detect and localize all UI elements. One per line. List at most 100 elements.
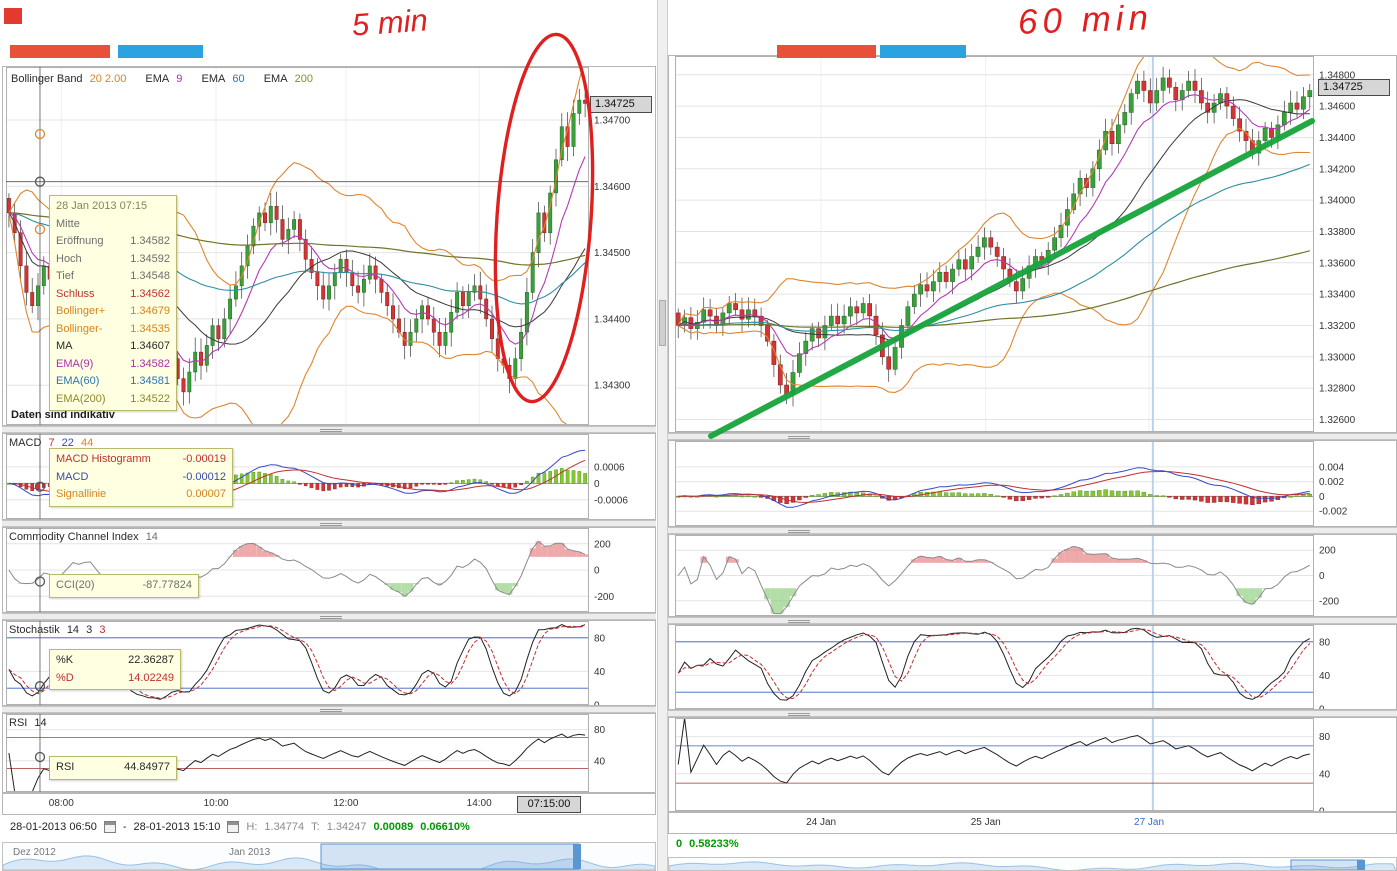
candle-down [1007, 268, 1013, 282]
candle-down [30, 292, 35, 306]
axis-tick-label: 0 [1319, 705, 1325, 710]
plot-border [675, 718, 1314, 811]
panel-splitter[interactable] [2, 426, 656, 433]
macd-hist-bar [565, 469, 570, 484]
candle-up [36, 285, 40, 306]
splitter-grip-icon[interactable] [788, 529, 810, 533]
overview-selection-range[interactable] [1290, 859, 1364, 870]
macd-hist-bar [525, 480, 529, 484]
price-tick-label: 1.33800 [1319, 227, 1356, 238]
price-tick-label: 1.34300 [594, 381, 631, 392]
axis-tick-label: 0.002 [1319, 477, 1344, 488]
splitter-grip-icon[interactable] [320, 428, 342, 432]
cci-overbought-fill [1051, 558, 1058, 563]
macd-hist-bar [1262, 496, 1268, 503]
macd-hist-bar [280, 479, 285, 484]
panel-splitter[interactable] [668, 617, 1397, 624]
cci-overbought-fill [1064, 549, 1071, 563]
candle-up [41, 265, 46, 287]
tab-right-blue[interactable] [880, 45, 966, 58]
overview-selection-range[interactable] [320, 843, 580, 870]
macd-panel-60min[interactable]: 0.004 0.002 0 -0.002 [668, 440, 1397, 527]
time-axis-60min[interactable]: 24 Jan 25 Jan 27 Jan [668, 812, 1397, 834]
candle-down [988, 237, 994, 248]
panel-splitter[interactable] [2, 613, 656, 620]
rsi-panel-5min[interactable]: 80 40 RSI 14 RSI 44.84977 [2, 713, 656, 793]
calendar-icon[interactable] [103, 821, 116, 833]
cci-panel-5min[interactable]: 200 0 -200 Commodity Channel Index 14 CCI(… [2, 527, 656, 613]
cci-overbought-fill [1102, 553, 1109, 563]
main-chart-60min[interactable]: 1.34800 1.34600 1.34400 1.34200 1.34000 1.338… [668, 55, 1397, 433]
stochastic-panel-5min[interactable]: 80 40 0 Stochastik 14 3 3 %K 22.36287 %D 14.… [2, 620, 656, 706]
splitter-grip-icon[interactable] [320, 522, 342, 526]
panel-splitter[interactable] [668, 527, 1397, 534]
macd-hist-bar [303, 483, 308, 487]
legend-ema3-name: EMA [263, 73, 288, 85]
candle-down [1192, 80, 1198, 91]
candle-down [1147, 90, 1153, 104]
tooltip-value: 1.34607 [130, 340, 170, 352]
panel-splitter[interactable] [668, 433, 1397, 440]
candle-down [1230, 105, 1236, 119]
overview-selection-handle[interactable] [1357, 860, 1365, 870]
splitter-grip-icon[interactable] [320, 708, 342, 712]
macd-hist-bar [443, 483, 448, 485]
range-selector-5min[interactable]: Dez 2012 Jan 2013 [2, 842, 656, 871]
tab-right-red[interactable] [777, 45, 876, 58]
candle-up [408, 331, 413, 346]
macd-hist-bar [1135, 490, 1140, 497]
time-tick-label: 12:00 [333, 798, 359, 809]
tooltip-value: -0.00019 [182, 453, 226, 465]
time-tick-label: 08:00 [48, 798, 74, 809]
rsi-panel-60min[interactable]: 80 40 0 [668, 717, 1397, 812]
range-selector-60min[interactable] [668, 857, 1397, 871]
tooltip-value: 0.00007 [186, 488, 226, 500]
candle-down [873, 315, 879, 336]
time-axis-5min[interactable]: 07:15:00 08:00 10:00 12:00 14:00 [2, 793, 656, 815]
macd-hist-bar [1116, 490, 1121, 497]
macd-hist-bar [956, 492, 962, 497]
cci-overbought-fill [256, 546, 263, 557]
candle-up [892, 347, 898, 370]
stochastic-legend: Stochastik 14 3 3 [9, 624, 109, 636]
panel-splitter[interactable] [2, 706, 656, 713]
splitter-grip-icon[interactable] [788, 619, 810, 623]
macd-hist-bar [1148, 494, 1153, 497]
crosshair-marker [34, 224, 46, 235]
change-value: 0 [676, 838, 683, 850]
cci-oversold-fill [395, 583, 402, 593]
candle-down [816, 328, 821, 339]
overview-area [669, 861, 1396, 870]
cci-overbought-fill [244, 543, 251, 557]
axis-tick-label: -0.002 [1319, 507, 1348, 518]
plot-border [675, 441, 1314, 526]
candle-down [777, 364, 783, 386]
divider-scrollbar-thumb[interactable] [659, 300, 666, 346]
overview-month-label: Jan 2013 [229, 847, 271, 858]
legend-bb-name: Bollinger Band [11, 73, 83, 85]
panel-splitter[interactable] [2, 520, 656, 527]
splitter-grip-icon[interactable] [788, 712, 810, 716]
axis-tick-label: 0 [1319, 807, 1325, 812]
splitter-grip-icon[interactable] [788, 435, 810, 439]
axis-tick-label: 0 [594, 479, 600, 490]
panel-splitter[interactable] [668, 710, 1397, 717]
cci-panel-60min[interactable]: 200 0 -200 [668, 534, 1397, 617]
cci-overbought-fill [923, 557, 931, 563]
candle-up [937, 271, 943, 282]
candle-up [571, 113, 576, 147]
macd-panel-5min[interactable]: 0.0006 0 -0.0006 MACD 7 22 44 MACD Histogr… [2, 433, 656, 520]
stochastic-panel-60min[interactable]: 80 40 0 [668, 624, 1397, 710]
calendar-icon[interactable] [227, 821, 240, 833]
tab-left-red[interactable] [10, 45, 110, 58]
splitter-grip-icon[interactable] [320, 615, 342, 619]
cci-oversold-fill [500, 583, 507, 593]
cci-overbought-fill [1089, 554, 1097, 563]
macd-hist-bar [1122, 491, 1127, 497]
tooltip-label: EMA(9) [56, 357, 94, 370]
overview-selection-handle[interactable] [573, 844, 581, 869]
tab-left-blue[interactable] [118, 45, 203, 58]
macd-hist-bar [1256, 496, 1261, 505]
macd-line [678, 467, 1310, 508]
main-chart-5min[interactable]: 1.34700 1.34600 1.34500 1.34400 1.34300 Boll… [2, 66, 656, 426]
